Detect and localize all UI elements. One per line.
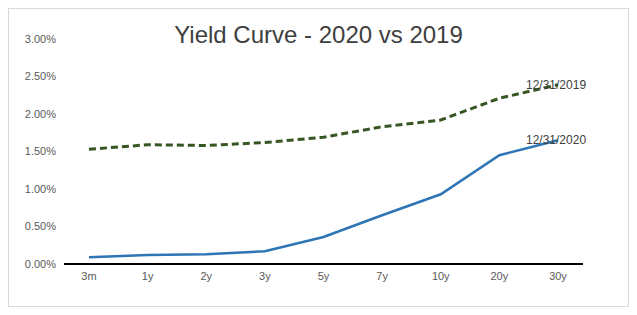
svg-text:12/31/2019: 12/31/2019 bbox=[526, 78, 586, 92]
svg-text:2.50%: 2.50% bbox=[25, 70, 56, 82]
svg-text:5y: 5y bbox=[318, 270, 330, 282]
svg-text:2y: 2y bbox=[200, 270, 212, 282]
svg-text:30y: 30y bbox=[549, 270, 567, 282]
svg-text:3m: 3m bbox=[81, 270, 96, 282]
svg-text:0.50%: 0.50% bbox=[25, 220, 56, 232]
svg-text:1.50%: 1.50% bbox=[25, 145, 56, 157]
svg-text:12/31/2020: 12/31/2020 bbox=[526, 133, 586, 147]
svg-text:2.00%: 2.00% bbox=[25, 108, 56, 120]
svg-text:20y: 20y bbox=[491, 270, 509, 282]
svg-text:1.00%: 1.00% bbox=[25, 183, 56, 195]
svg-text:10y: 10y bbox=[432, 270, 450, 282]
svg-text:3y: 3y bbox=[259, 270, 271, 282]
svg-text:7y: 7y bbox=[376, 270, 388, 282]
svg-text:1y: 1y bbox=[142, 270, 154, 282]
svg-text:3.00%: 3.00% bbox=[25, 33, 56, 45]
svg-text:0.00%: 0.00% bbox=[25, 258, 56, 270]
html-text:Yield Curve - 2020 vs 2019: Yield Curve - 2020 vs 2019 bbox=[174, 21, 463, 48]
